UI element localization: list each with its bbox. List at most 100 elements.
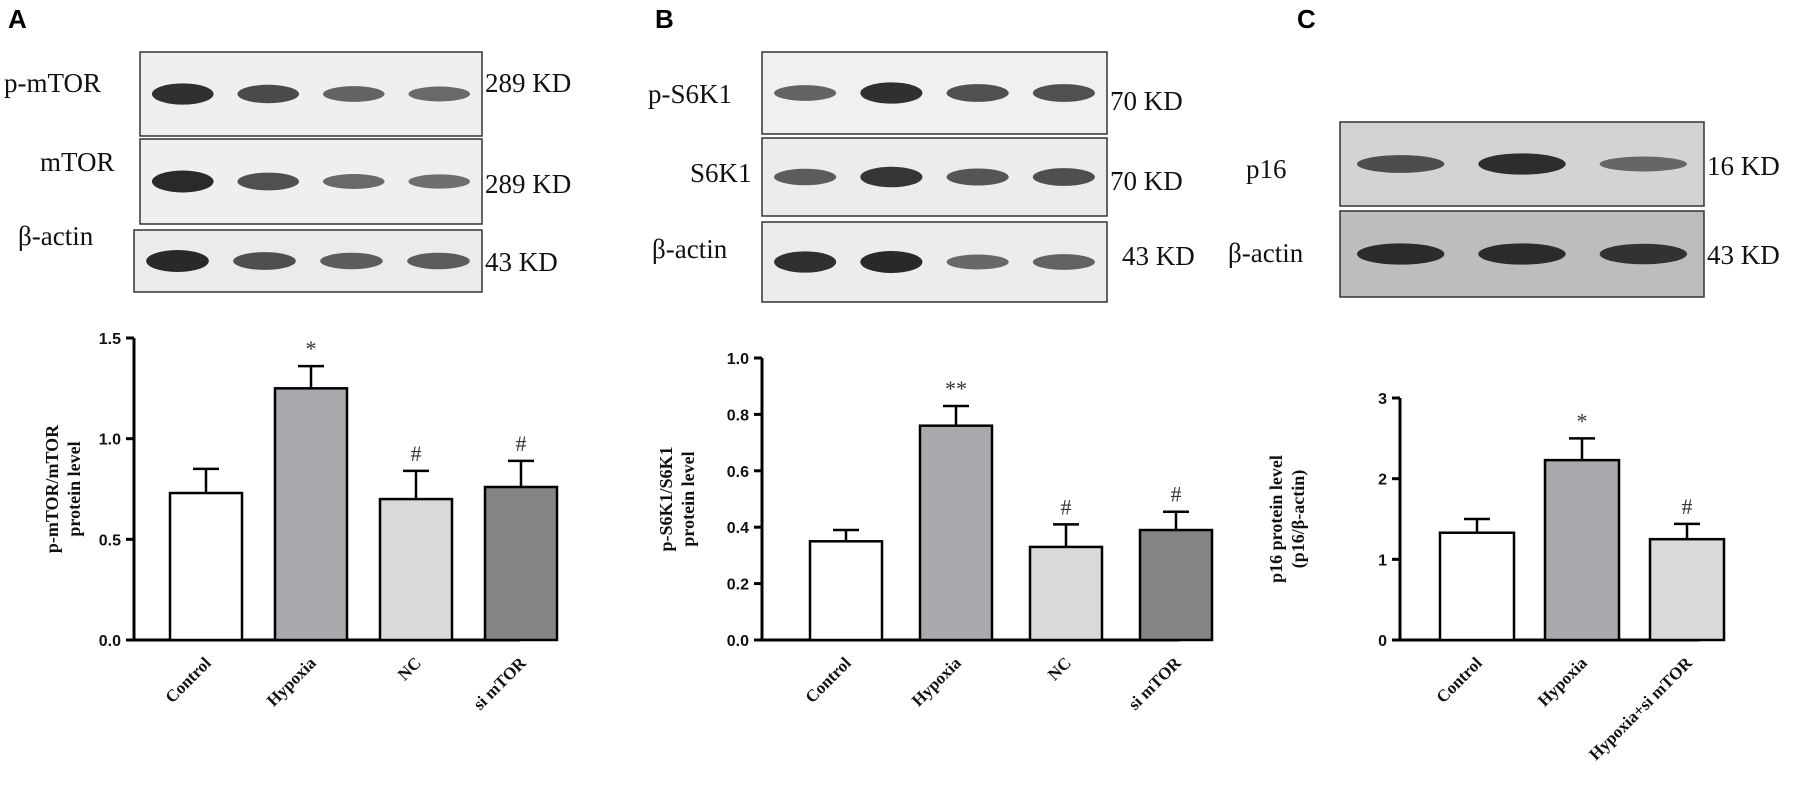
y-tick-label: 0 bbox=[1378, 633, 1387, 650]
blot-band bbox=[860, 166, 923, 188]
blot-band bbox=[1032, 168, 1095, 186]
x-category-label: Hypoxia bbox=[908, 653, 965, 710]
significance-marker: # bbox=[1682, 494, 1693, 519]
bar-hypoxia-si-mtor bbox=[1648, 537, 1726, 642]
blot-1-0 bbox=[761, 51, 1108, 135]
chart-2: 0 1 2 3 p16 protein level (p16/β-actin) Contro… bbox=[1266, 391, 1726, 764]
blot-band bbox=[1356, 155, 1445, 173]
bar-control bbox=[1438, 531, 1516, 642]
y-tick-label: 0.4 bbox=[727, 520, 749, 537]
significance-marker: * bbox=[306, 336, 317, 361]
x-category-label: NC bbox=[1044, 653, 1075, 684]
blot-band bbox=[408, 86, 471, 102]
blot-0-1 bbox=[139, 138, 483, 225]
blot-band bbox=[1478, 153, 1566, 175]
y-tick-label: 0.5 bbox=[99, 532, 121, 549]
y-axis-label: p-mTOR/mTOR protein level bbox=[42, 424, 84, 553]
blot-band bbox=[1478, 243, 1566, 265]
bar-hypoxia bbox=[918, 424, 994, 642]
bar-si-mtor bbox=[1138, 528, 1214, 642]
x-category-label: si mTOR bbox=[1125, 653, 1186, 714]
bar-control bbox=[808, 540, 884, 642]
blot-1-2 bbox=[761, 221, 1108, 303]
y-tick-label: 0.0 bbox=[99, 633, 121, 650]
blot-band bbox=[860, 82, 923, 104]
blot-label-beta-actin-b: β-actin bbox=[652, 234, 728, 264]
bar-hypoxia bbox=[1543, 458, 1621, 642]
y-axis-label: p-S6K1/S6K1 protein level bbox=[656, 446, 698, 551]
chart-0: 0.0 0.5 1.0 1.5 p-mTOR/mTOR protein level Cont… bbox=[42, 331, 559, 714]
blot-band bbox=[151, 83, 214, 105]
significance-marker: # bbox=[516, 431, 527, 456]
blot-label-p16: p16 bbox=[1246, 154, 1287, 184]
significance-marker: ** bbox=[945, 376, 967, 401]
kd-label-beta-actin-c: 43 KD bbox=[1707, 240, 1780, 270]
blot-band bbox=[774, 251, 837, 273]
y-axis-label-line: (p16/β-actin) bbox=[1288, 470, 1309, 568]
blot-label-s6k1: S6K1 bbox=[690, 158, 752, 188]
y-tick-label: 1 bbox=[1378, 552, 1387, 569]
blot-band bbox=[237, 172, 300, 191]
blot-band bbox=[1032, 254, 1095, 270]
blot-band bbox=[774, 168, 837, 186]
y-tick-label: 1.5 bbox=[99, 331, 121, 348]
y-axis-label-line: p16 protein level bbox=[1266, 455, 1286, 583]
kd-label-beta-actin-b: 43 KD bbox=[1122, 241, 1195, 271]
x-category-label: Control bbox=[802, 653, 855, 706]
y-tick-label: 1.0 bbox=[727, 351, 749, 368]
x-category-label: si mTOR bbox=[470, 653, 531, 714]
bar-nc bbox=[1028, 545, 1104, 642]
kd-label-p16: 16 KD bbox=[1707, 151, 1780, 181]
blot-band bbox=[146, 250, 209, 272]
significance-marker: * bbox=[1577, 408, 1588, 433]
kd-label-mtor: 289 KD bbox=[485, 169, 571, 199]
blot-band bbox=[1599, 243, 1688, 265]
x-category-label: Control bbox=[162, 653, 215, 706]
y-axis-label: p16 protein level (p16/β-actin) bbox=[1266, 455, 1309, 583]
bar-nc bbox=[378, 497, 454, 642]
blot-label-beta-actin-c: β-actin bbox=[1228, 238, 1304, 268]
kd-label-p-mtor: 289 KD bbox=[485, 68, 571, 98]
blot-label-beta-actin-a: β-actin bbox=[18, 221, 94, 251]
blot-band bbox=[408, 174, 471, 189]
y-axis-label-line: p-mTOR/mTOR bbox=[42, 424, 62, 553]
blot-band bbox=[1599, 156, 1688, 172]
blot-2-0 bbox=[1339, 121, 1705, 207]
blot-band bbox=[407, 252, 470, 270]
bar-charts: 0.00.51.01.5p-mTOR/mTOR protein levelCont… bbox=[42, 331, 1726, 764]
blot-band bbox=[946, 84, 1009, 102]
y-axis-label-line: p-S6K1/S6K1 bbox=[656, 446, 676, 551]
blot-band bbox=[1356, 243, 1445, 265]
y-tick-label: 0.6 bbox=[727, 464, 749, 481]
y-tick-label: 0.2 bbox=[727, 577, 749, 594]
significance-marker: # bbox=[1171, 482, 1182, 507]
blot-band bbox=[860, 251, 923, 273]
panel-letter-c: C bbox=[1297, 4, 1316, 34]
blot-images bbox=[133, 51, 1705, 303]
bar-control bbox=[168, 491, 244, 642]
y-axis-label-line: protein level bbox=[678, 451, 698, 546]
blot-0-2 bbox=[133, 229, 483, 293]
blot-2-1 bbox=[1339, 210, 1705, 298]
blot-0-0 bbox=[139, 51, 483, 137]
kd-label-p-s6k1: 70 KD bbox=[1110, 86, 1183, 116]
blot-band bbox=[1032, 84, 1095, 102]
kd-label-s6k1: 70 KD bbox=[1110, 166, 1183, 196]
blot-label-p-mtor: p-mTOR bbox=[4, 68, 101, 98]
blot-band bbox=[233, 252, 296, 270]
y-tick-label: 1.0 bbox=[99, 432, 121, 449]
bar-hypoxia bbox=[273, 387, 349, 642]
x-category-label: Control bbox=[1433, 653, 1486, 706]
y-tick-label: 0.0 bbox=[727, 633, 749, 650]
blot-band bbox=[320, 252, 383, 270]
x-category-label: Hypoxia bbox=[1534, 653, 1591, 710]
blot-band bbox=[946, 254, 1009, 270]
blot-band bbox=[774, 85, 837, 101]
panel-letter-b: B bbox=[655, 4, 674, 34]
panel-letter-a: A bbox=[8, 4, 27, 34]
x-category-label: Hypoxia+si mTOR bbox=[1585, 653, 1696, 764]
y-tick-label: 2 bbox=[1378, 472, 1387, 489]
kd-label-beta-actin-a: 43 KD bbox=[485, 247, 558, 277]
blot-1-1 bbox=[761, 137, 1108, 217]
